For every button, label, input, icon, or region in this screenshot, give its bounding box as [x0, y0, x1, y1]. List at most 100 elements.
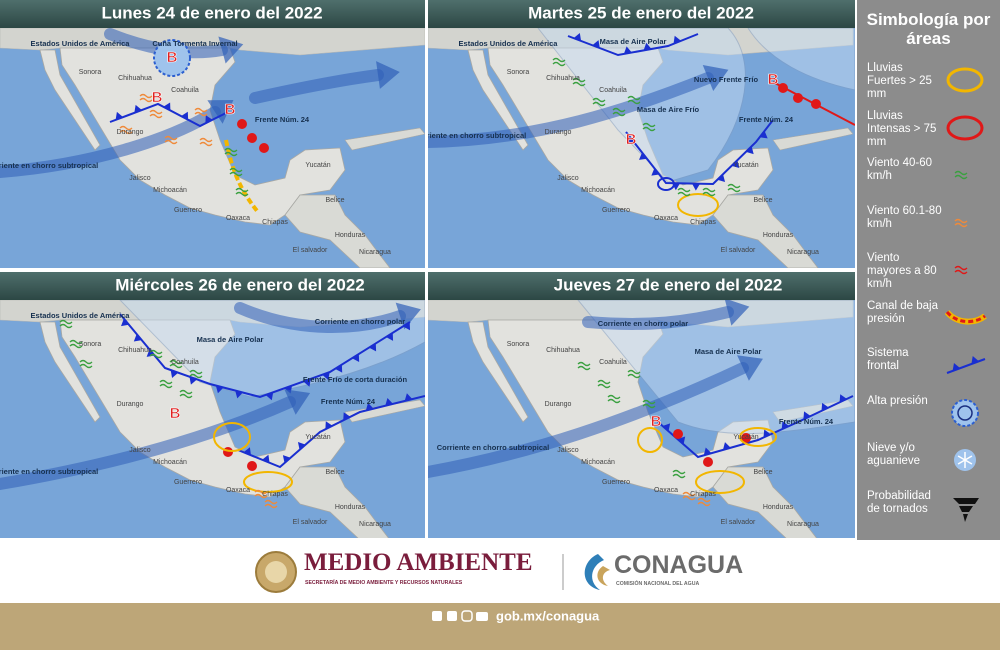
front-triangle: [265, 392, 274, 401]
front-triangle: [343, 412, 351, 421]
warm-front: [223, 447, 233, 457]
front-triangle: [121, 318, 129, 327]
front-triangle: [134, 104, 142, 113]
overlay: Sonora Chihuahua Coahuila Durango JaliscoMic…: [0, 28, 400, 256]
legend-icon: [946, 67, 984, 93]
front-triangle: [839, 394, 847, 403]
legend-icon: [954, 218, 968, 227]
front-triangle: [717, 174, 726, 183]
front-triangle: [262, 454, 270, 463]
legend-label: Alta presión: [867, 394, 928, 407]
front: [237, 395, 425, 469]
front-triangle: [322, 372, 330, 381]
legend-label: Sistema frontal: [867, 347, 909, 372]
place-label: Coahuila: [171, 87, 199, 94]
footer-bar: gob.mx/conagua: [0, 603, 1000, 650]
front: [657, 395, 854, 459]
jet-arrow: [395, 302, 421, 330]
title-bar: [428, 0, 855, 28]
place-label: Coahuila: [599, 87, 627, 94]
legend-icon: [953, 497, 979, 522]
warm-front-line: [772, 81, 855, 126]
front: [625, 119, 774, 186]
wind-symbol: [235, 187, 249, 197]
icon: [957, 455, 973, 465]
front-triangle: [303, 378, 311, 387]
social: gob.mx/conagua: [432, 608, 600, 623]
brand: MEDIO AMBIENTE: [304, 549, 533, 576]
wind-symbol: [119, 125, 133, 135]
icon: [951, 398, 979, 427]
panel-title: Martes 25 de enero del 2022: [528, 3, 754, 22]
wind-symbol: [149, 349, 163, 359]
annotation: Frente Núm. 24: [321, 397, 376, 406]
wind-symbol: [224, 147, 238, 157]
brand-sub: COMISIÓN NACIONAL DEL AGUA: [616, 579, 699, 587]
panel: Sonora Chihuahua Coahuila Durango JaliscoMic…: [428, 0, 855, 268]
icon-instagram[interactable]: [461, 610, 473, 622]
legend-icon: [951, 398, 979, 427]
warm-front: [237, 119, 247, 129]
front-triangle: [691, 183, 700, 191]
air-mass: [747, 27, 855, 91]
title-bar: [0, 272, 425, 300]
wind-symbol: [69, 339, 83, 349]
place-label: Nicaragua: [787, 521, 819, 528]
front-triangle: [325, 421, 333, 430]
legend-label: Viento 60.1-80 km/h: [867, 204, 942, 230]
legend-icon: [945, 309, 987, 324]
place-label: Chiapas: [262, 491, 288, 498]
jet-arrow: [284, 389, 311, 415]
emblem: [265, 561, 287, 583]
place-label: Durango: [545, 401, 572, 408]
place-label: Oaxaca: [654, 215, 678, 222]
jet-stream: [0, 106, 221, 178]
front-triangle: [821, 402, 829, 411]
front-triangle: [385, 398, 394, 406]
annotation: Cuña Tormenta Invernal: [152, 39, 237, 48]
warm-front: [741, 433, 751, 443]
icon-facebook[interactable]: [432, 611, 442, 621]
place-label: Michoacán: [153, 187, 187, 194]
wind-symbol: [682, 491, 696, 501]
footer: MEDIO AMBIENTE SECRETARÍA DE MEDIO AMBIE…: [0, 540, 1000, 603]
place-label: Guerrero: [602, 479, 630, 486]
low-pressure-system: [153, 39, 191, 77]
place-label: Oaxaca: [654, 487, 678, 494]
wind-symbol: [552, 57, 566, 67]
front-triangle: [404, 393, 413, 402]
panel: Sonora Chihuahua Coahuila Durango JaliscoMic…: [428, 272, 855, 538]
legend-label: Nieve y/o aguanieve: [867, 442, 921, 467]
icon: [946, 67, 984, 93]
pressure-label: B: [167, 49, 178, 66]
front-triangle: [170, 370, 179, 378]
annotation: Corriente en chorro subtropical: [0, 161, 98, 170]
pressure-label: B: [651, 413, 662, 430]
jet-arrow: [218, 36, 244, 64]
annotation: Masa de Aire Frío: [637, 105, 700, 114]
url[interactable]: gob.mx/conagua: [496, 608, 600, 623]
jet-arrow: [702, 65, 729, 91]
wind-symbol: [607, 394, 621, 404]
overlay: Sonora Chihuahua Coahuila Durango JaliscoMic…: [428, 298, 855, 528]
wind-symbol: [954, 218, 968, 227]
jet-arrow: [376, 61, 400, 89]
place-label: Durango: [117, 401, 144, 408]
icon-twitter[interactable]: [447, 611, 457, 621]
icon-youtube[interactable]: [476, 612, 488, 621]
panel-title: Miércoles 26 de enero del 2022: [115, 275, 364, 294]
wind-symbol: [159, 379, 173, 389]
jet-arrow: [724, 298, 750, 326]
front-triangle: [803, 411, 811, 420]
wind-symbol: [59, 319, 73, 329]
place-label: Oaxaca: [226, 487, 250, 494]
wind-symbol: [229, 167, 243, 177]
place-label: Sonora: [79, 69, 102, 76]
place-label: Michoacán: [153, 459, 187, 466]
jet-stream: [428, 72, 714, 148]
front-triangle: [215, 385, 224, 394]
wind-symbol: [642, 122, 656, 132]
brand-sub: SECRETARÍA DE MEDIO AMBIENTE Y RECURSOS …: [305, 578, 463, 586]
legend-icon: [946, 115, 984, 140]
